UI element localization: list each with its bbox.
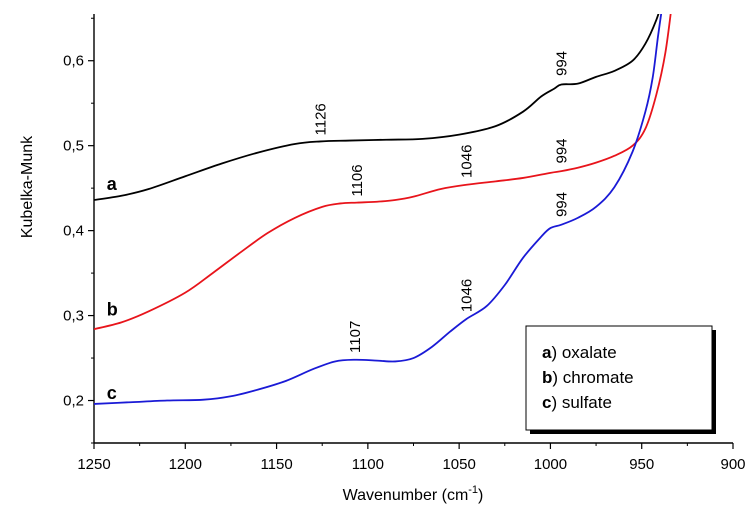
peak-label: 1106 <box>349 164 366 196</box>
y-tick-label: 0,6 <box>63 53 84 70</box>
x-tick-label: 950 <box>629 456 654 473</box>
legend-letter: c <box>542 393 551 412</box>
peak-label: 994 <box>553 51 570 76</box>
series-group <box>94 14 672 405</box>
y-axis-title: Kubelka-Munk <box>19 135 36 238</box>
x-tick-label: 1200 <box>169 456 202 473</box>
series-a-line <box>94 14 660 201</box>
y-tick-label: 0,2 <box>63 393 84 410</box>
legend-box <box>525 325 713 431</box>
legend-letter: b <box>542 368 552 387</box>
peak-label: 1126 <box>312 103 329 135</box>
curve-label-c: c <box>107 383 117 403</box>
curve-label-a: a <box>107 174 118 194</box>
legend-item-a: a) oxalate <box>542 343 617 362</box>
y-tick-label: 0,4 <box>63 223 84 240</box>
series-b-line <box>94 14 672 331</box>
legend-letter: a <box>542 343 552 362</box>
legend-label: ) oxalate <box>551 343 616 362</box>
peak-label: 994 <box>553 192 570 217</box>
x-axis-title-main: Wavenumber (cm <box>343 487 469 504</box>
x-axis-title-sup: -1 <box>468 484 478 496</box>
peak-label: 1046 <box>458 145 475 178</box>
series-c-line <box>94 14 663 405</box>
legend-item-c: c) sulfate <box>542 393 612 412</box>
peak-label: 1046 <box>458 279 475 312</box>
y-axis: 0,2 0,3 0,4 0,5 0,6 <box>63 17 94 444</box>
legend-label: ) chromate <box>552 368 633 387</box>
x-tick-label: 1000 <box>534 456 567 473</box>
legend-label: ) sulfate <box>551 393 611 412</box>
curve-label-b: b <box>107 300 118 320</box>
x-tick-label: 900 <box>720 456 745 473</box>
x-tick-label: 1050 <box>442 456 475 473</box>
y-tick-label: 0,3 <box>63 308 84 325</box>
x-tick-label: 1100 <box>352 456 384 473</box>
peak-label: 994 <box>553 138 570 163</box>
legend-item-b: b) chromate <box>542 368 634 387</box>
x-axis-title-end: ) <box>478 487 483 504</box>
y-tick-label: 0,5 <box>63 138 84 155</box>
x-axis: 1250 1200 1150 1100 1050 1000 950 900 <box>77 443 746 473</box>
peak-label: 1107 <box>347 321 364 353</box>
x-axis-title: Wavenumber (cm-1) <box>343 484 484 504</box>
x-tick-label: 1150 <box>260 456 292 473</box>
x-tick-label: 1250 <box>77 456 110 473</box>
